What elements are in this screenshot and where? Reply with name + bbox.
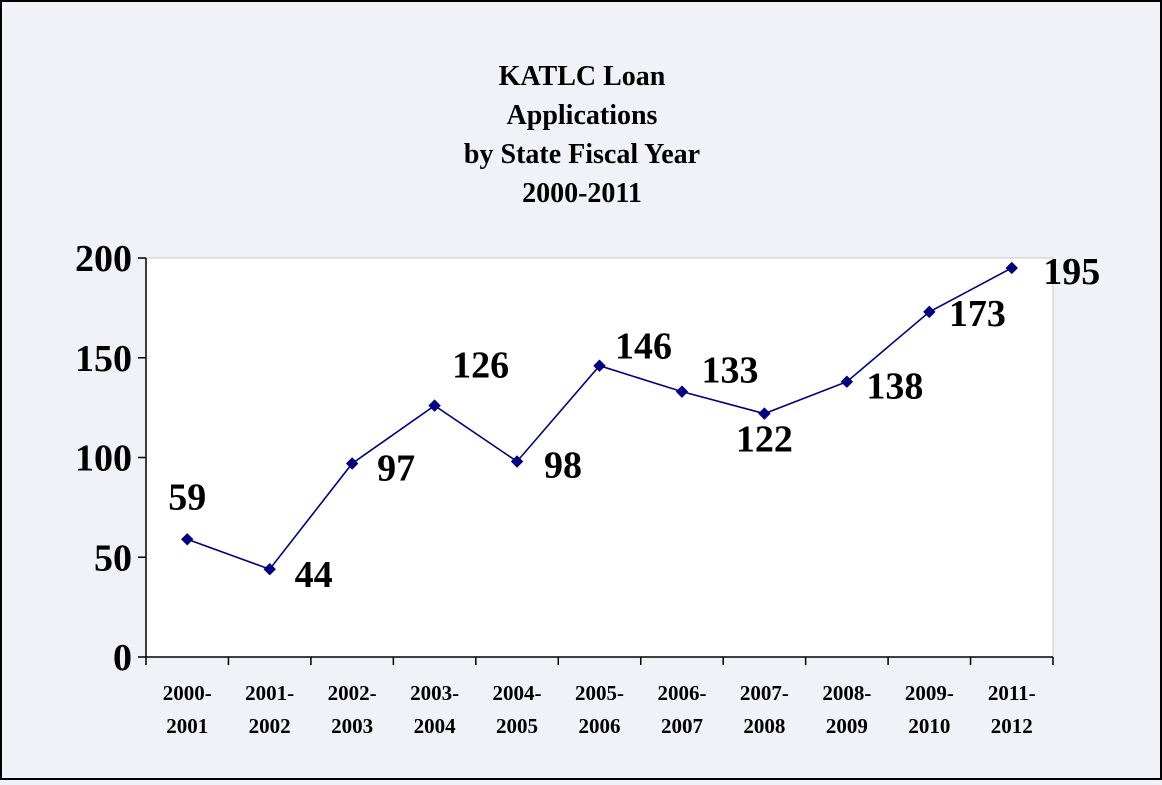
- data-labels: 59 44 97 126 98 146 133 122 138 173 195: [168, 251, 1100, 596]
- x-tick-label: 2004: [414, 714, 457, 738]
- x-tick-label: 2002-: [328, 681, 377, 705]
- x-tick-label: 2008-: [822, 681, 871, 705]
- x-tick-label: 2005: [496, 714, 538, 738]
- x-tick-label: 2007-: [740, 681, 789, 705]
- data-label: 59: [168, 476, 206, 518]
- x-tick-label: 2006: [579, 714, 621, 738]
- data-label: 44: [295, 554, 333, 596]
- data-point-marker: [181, 533, 194, 546]
- x-tick-label: 2006-: [657, 681, 706, 705]
- x-tick-label: 2010: [908, 714, 950, 738]
- y-tick-label: 50: [94, 537, 132, 579]
- x-tick-label: 2009-: [905, 681, 954, 705]
- data-point-marker: [593, 359, 606, 372]
- y-tick-label: 100: [75, 438, 132, 480]
- data-label: 195: [1043, 251, 1100, 293]
- x-tick-label: 2003: [331, 714, 373, 738]
- data-label: 138: [866, 366, 923, 408]
- data-point-marker: [263, 563, 276, 576]
- data-label: 126: [452, 345, 509, 387]
- x-tick-label: 2007: [661, 714, 703, 738]
- data-point-marker: [428, 399, 441, 412]
- axes: 0 50 100 150 200 2000- 2001 2001- 2002 2002- 2003 2…: [75, 238, 1054, 738]
- y-tick-label: 150: [75, 338, 132, 380]
- y-tick-label: 200: [75, 238, 132, 280]
- plot-area: [145, 257, 1054, 658]
- data-point-marker: [923, 305, 936, 319]
- x-tick-label: 2008: [743, 714, 785, 738]
- data-label: 133: [701, 350, 758, 392]
- data-label: 173: [949, 293, 1006, 335]
- chart-title-line: KATLC Loan: [499, 61, 666, 92]
- chart-title-line: 2000-2011: [522, 178, 642, 209]
- chart-title: KATLC Loan Applications by State Fiscal Ye…: [464, 61, 700, 209]
- x-tick-label: 2004-: [493, 681, 542, 705]
- data-label: 146: [615, 326, 672, 368]
- x-tick-label: 2005-: [575, 681, 624, 705]
- data-point-marker: [840, 375, 854, 388]
- chart-title-line: Applications: [507, 100, 658, 131]
- x-tick-label: 2003-: [410, 681, 459, 705]
- x-tick-label: 2000-: [163, 681, 212, 705]
- data-point-marker: [345, 457, 359, 470]
- x-tick-label: 2002: [249, 714, 291, 738]
- chart-title-line: by State Fiscal Year: [464, 139, 700, 170]
- x-tick-label: 2012: [991, 714, 1033, 738]
- data-point-marker: [675, 385, 689, 398]
- data-point-marker: [758, 407, 771, 420]
- x-tick-label: 2011-: [988, 681, 1036, 705]
- y-tick-label: 0: [113, 637, 132, 679]
- x-tick-label: 2001: [166, 714, 208, 738]
- data-label: 98: [544, 444, 582, 486]
- x-tick-label: 2009: [826, 714, 868, 738]
- series-group: [181, 261, 1018, 576]
- data-label: 97: [377, 447, 415, 489]
- x-tick-label: 2001-: [245, 681, 294, 705]
- data-point-marker: [1005, 261, 1018, 275]
- data-label: 122: [736, 419, 793, 461]
- data-point-marker: [510, 455, 524, 468]
